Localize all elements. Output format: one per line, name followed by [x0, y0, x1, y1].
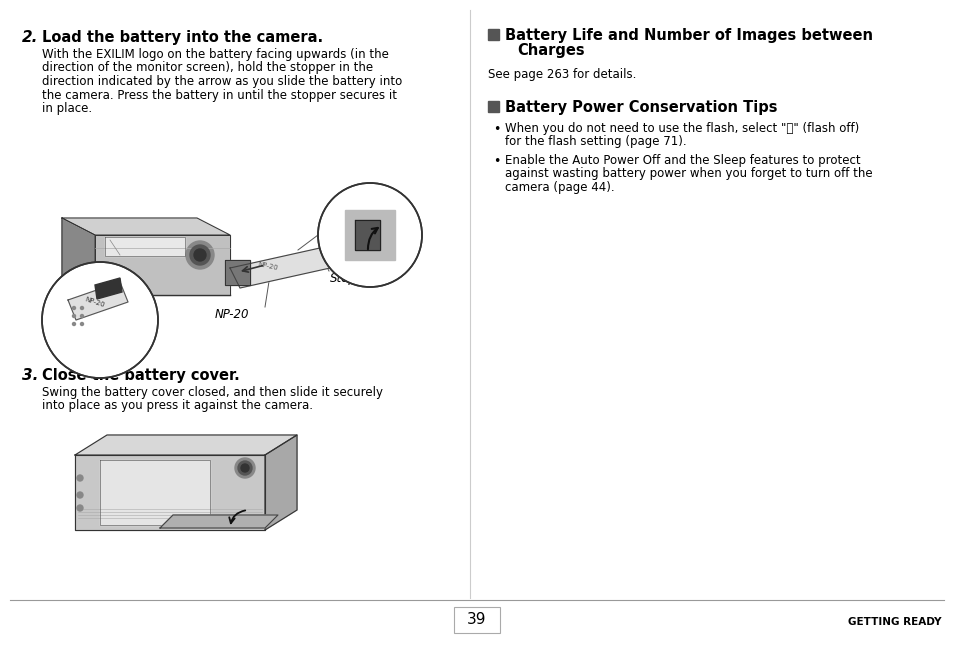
Circle shape — [77, 475, 83, 481]
Polygon shape — [95, 278, 122, 299]
Circle shape — [72, 306, 75, 309]
Text: NP-20: NP-20 — [84, 296, 106, 308]
Polygon shape — [160, 515, 277, 528]
Bar — [488, 101, 498, 112]
Polygon shape — [100, 460, 210, 525]
Text: Stopper: Stopper — [330, 272, 376, 285]
Text: into place as you press it against the camera.: into place as you press it against the c… — [42, 399, 313, 413]
Bar — [454, 607, 499, 633]
Text: NP-20: NP-20 — [257, 261, 278, 271]
Circle shape — [193, 249, 206, 261]
Circle shape — [80, 322, 84, 326]
Text: in place.: in place. — [42, 102, 92, 115]
Polygon shape — [75, 435, 296, 455]
Polygon shape — [230, 248, 330, 288]
Text: direction of the monitor screen), hold the stopper in the: direction of the monitor screen), hold t… — [42, 61, 373, 74]
Polygon shape — [225, 260, 250, 285]
Text: See page 263 for details.: See page 263 for details. — [488, 68, 636, 81]
Polygon shape — [355, 220, 379, 250]
Text: With the EXILIM logo on the battery facing upwards (in the: With the EXILIM logo on the battery faci… — [42, 48, 389, 61]
Text: 39: 39 — [467, 612, 486, 627]
Circle shape — [77, 505, 83, 511]
Polygon shape — [75, 455, 265, 530]
Text: Battery Life and Number of Images between: Battery Life and Number of Images betwee… — [504, 28, 872, 43]
Circle shape — [72, 315, 75, 317]
Text: Close the battery cover.: Close the battery cover. — [42, 368, 239, 383]
Circle shape — [77, 492, 83, 498]
Text: against wasting battery power when you forget to turn off the: against wasting battery power when you f… — [504, 167, 872, 180]
Polygon shape — [62, 218, 95, 295]
Text: the camera. Press the battery in until the stopper secures it: the camera. Press the battery in until t… — [42, 89, 396, 101]
Circle shape — [80, 306, 84, 309]
Text: 3.: 3. — [22, 368, 38, 383]
Polygon shape — [265, 435, 296, 530]
Circle shape — [234, 458, 254, 478]
Circle shape — [317, 183, 421, 287]
Text: NP-20: NP-20 — [214, 308, 250, 321]
Polygon shape — [62, 218, 230, 235]
Text: Swing the battery cover closed, and then slide it securely: Swing the battery cover closed, and then… — [42, 386, 382, 399]
Polygon shape — [68, 282, 128, 320]
Circle shape — [190, 245, 210, 265]
Text: 2.: 2. — [22, 30, 38, 45]
Text: Battery Power Conservation Tips: Battery Power Conservation Tips — [504, 100, 777, 115]
Circle shape — [186, 241, 213, 269]
Polygon shape — [95, 235, 230, 295]
Text: GETTING READY: GETTING READY — [847, 617, 941, 627]
Polygon shape — [345, 210, 395, 260]
Polygon shape — [105, 237, 185, 256]
Circle shape — [237, 461, 252, 475]
Text: Charges: Charges — [517, 43, 584, 58]
Text: When you do not need to use the flash, select "ⓩ" (flash off): When you do not need to use the flash, s… — [504, 122, 859, 135]
Text: Enable the Auto Power Off and the Sleep features to protect: Enable the Auto Power Off and the Sleep … — [504, 154, 860, 167]
Text: camera (page 44).: camera (page 44). — [504, 181, 614, 194]
Text: for the flash setting (page 71).: for the flash setting (page 71). — [504, 136, 686, 149]
Circle shape — [42, 262, 158, 378]
Text: Load the battery into the camera.: Load the battery into the camera. — [42, 30, 323, 45]
Text: •: • — [493, 155, 500, 168]
Text: •: • — [493, 123, 500, 136]
Circle shape — [241, 464, 249, 472]
Circle shape — [72, 322, 75, 326]
Circle shape — [80, 315, 84, 317]
Bar — [488, 29, 498, 40]
Text: direction indicated by the arrow as you slide the battery into: direction indicated by the arrow as you … — [42, 75, 402, 88]
